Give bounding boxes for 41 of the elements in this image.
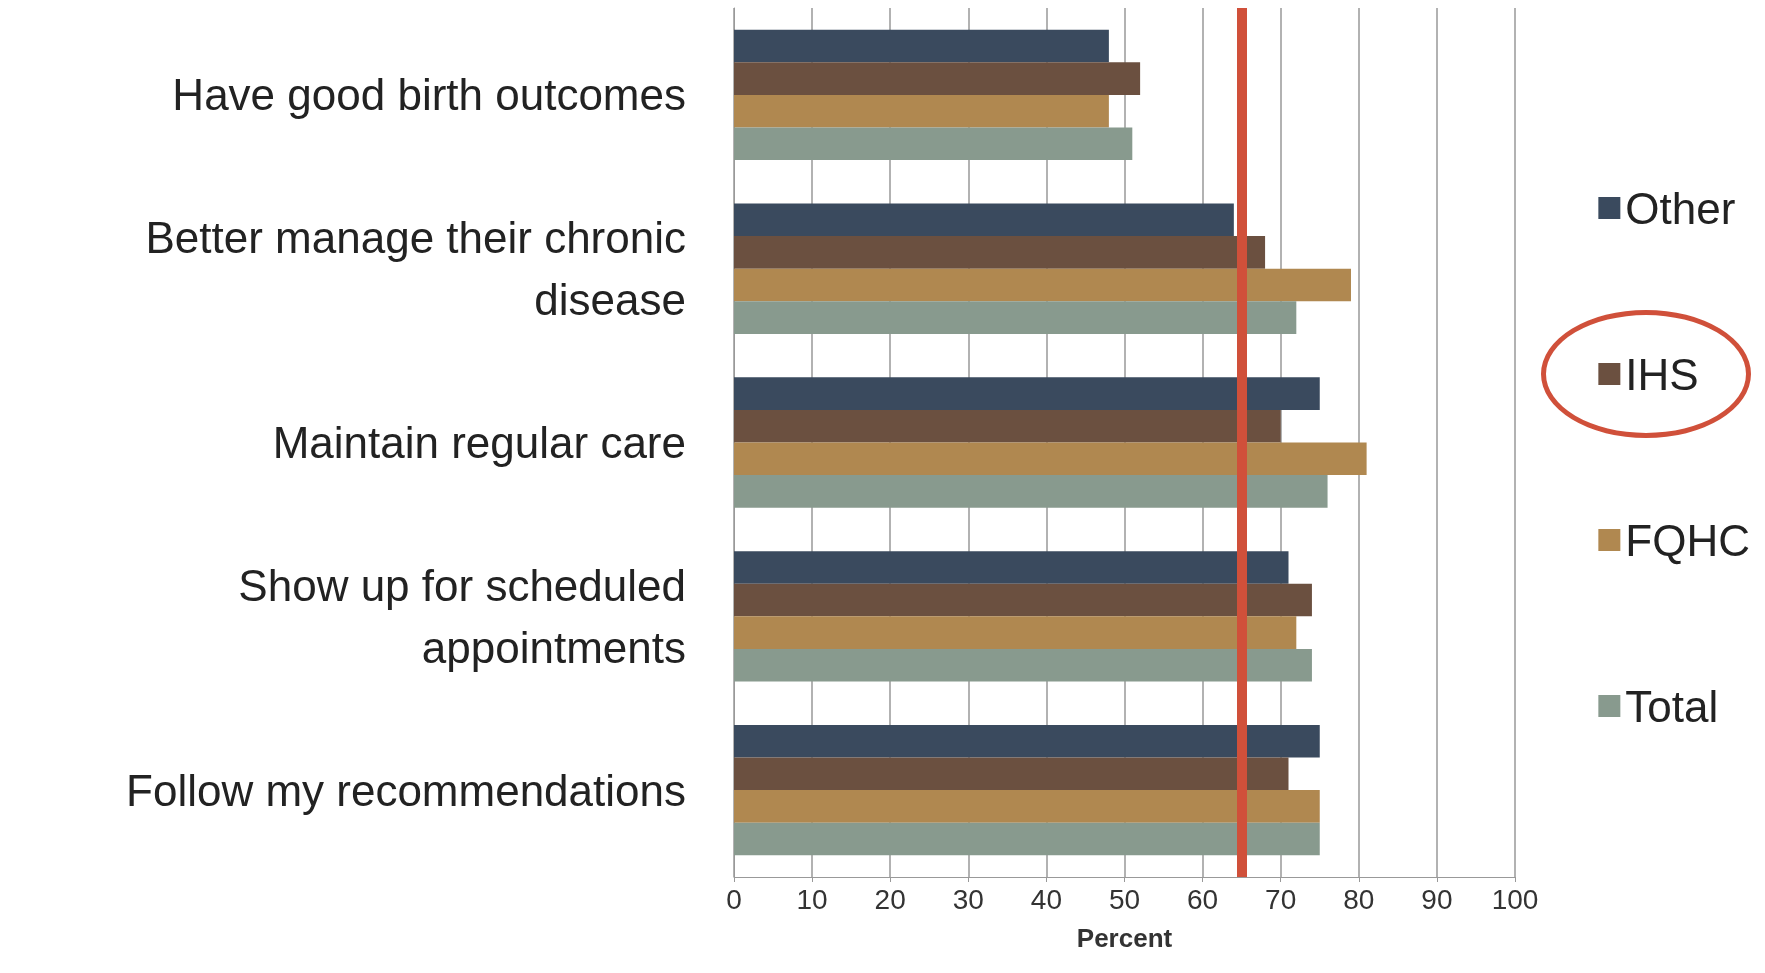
x-tick-label: 90 [1421, 883, 1453, 915]
bar [734, 475, 1328, 508]
x-tick-label: 30 [952, 883, 984, 915]
legend-label: Total [1625, 681, 1719, 731]
x-tick-label: 60 [1187, 883, 1219, 915]
bar [734, 822, 1320, 856]
bar [734, 236, 1266, 269]
x-axis-title: Percent [1076, 923, 1173, 953]
bar [734, 757, 1289, 791]
bar [734, 442, 1367, 476]
bar [734, 724, 1320, 758]
y-tick-label: Better manage their chronic disease [145, 213, 686, 325]
x-tick-label: 80 [1343, 883, 1375, 915]
x-tick-label: 100 [1491, 883, 1539, 915]
bar [734, 62, 1141, 95]
bar [734, 203, 1234, 237]
x-tick-label: 20 [874, 883, 906, 915]
bar [734, 377, 1320, 410]
bar [734, 29, 1109, 63]
y-tick-label: Show up for scheduled appointments [238, 560, 686, 672]
y-tick-label: Have good birth outcomes [172, 70, 686, 120]
x-tick-label: 50 [1108, 883, 1141, 915]
bar [734, 648, 1312, 682]
x-tick-label: 0 [726, 883, 742, 915]
bar [734, 127, 1133, 161]
y-tick-label: Follow my recommendations [126, 765, 686, 815]
bar [734, 583, 1312, 617]
bar [734, 551, 1289, 584]
bar [734, 268, 1351, 302]
legend-label: FQHC [1625, 515, 1750, 565]
legend-label: IHS [1625, 349, 1699, 399]
x-tick-label: 10 [796, 883, 828, 915]
x-tick-label: 70 [1265, 883, 1297, 915]
bar [734, 94, 1109, 128]
bar [734, 616, 1297, 649]
y-tick-label: Maintain regular care [272, 418, 686, 467]
bar [734, 301, 1297, 334]
legend-label: Other [1625, 183, 1736, 233]
bar [734, 790, 1320, 823]
x-tick-label: 40 [1030, 883, 1062, 915]
bar [734, 409, 1281, 443]
